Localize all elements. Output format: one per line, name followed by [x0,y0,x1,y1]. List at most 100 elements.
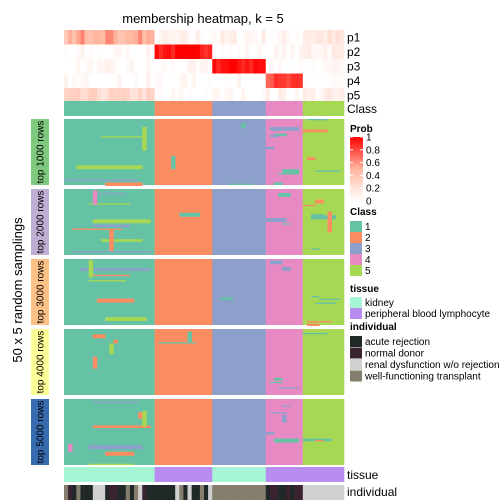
prob-cell [166,88,172,103]
prob-cell [331,59,337,74]
prob-cell [64,44,69,60]
prob-cell [306,44,312,60]
prob-cell [88,30,94,45]
prob-cell [261,88,267,103]
individual-cell [339,485,345,500]
tissue-legend-swatch [350,297,362,308]
prob-cell [150,59,155,74]
membership-band [220,297,234,300]
individual-cell [208,485,213,500]
prob-cell [142,88,147,103]
prob-cell [64,59,69,74]
prob-cell [72,88,77,103]
individual-legend-swatch [350,347,362,359]
prob-cell [216,44,221,60]
membership-band [269,134,279,138]
membership-band [311,295,320,298]
chart-title: membership heatmap, k = 5 [122,11,284,26]
prob-cell [68,30,73,45]
prob-cell [232,59,238,74]
prob-cell [101,73,106,89]
individual-cell [88,485,94,500]
prob-tick-label: 1 [366,133,372,144]
individual-legend-title: individual [350,322,397,333]
prob-cell [236,30,242,45]
prob-cell [80,59,85,74]
prob-cell [294,88,300,103]
prob-cell [306,30,312,45]
prob-cell [117,88,123,103]
prob-cell [335,88,341,103]
prob-cell [294,30,300,45]
prob-cell [162,59,168,74]
membership-band [96,298,135,303]
prob-cell [224,59,230,74]
tissue-segment [265,467,304,482]
individual-cell [274,485,279,500]
prob-cell [80,73,85,89]
prob-cell [319,88,324,103]
individual-cell [121,485,127,500]
membership-band [158,342,197,344]
prob-cell [257,30,263,45]
prob-cell [241,30,246,45]
class-legend-label: 2 [365,233,371,244]
individual-cell [92,485,98,500]
prob-cell [171,44,176,60]
prob-cell [216,88,221,103]
individual-cell [335,485,341,500]
cluster-block [212,119,267,185]
prob-cell [220,73,225,89]
individual-cell [212,485,217,500]
prob-cell [72,30,77,45]
prob-cell [88,44,94,60]
prob-cell [84,59,90,74]
prob-cell [282,73,287,89]
prob-cell [154,73,160,89]
prob-cell [212,73,217,89]
prob-cell [327,30,333,45]
prob-cell [109,59,114,74]
prob-cell [72,73,77,89]
class-legend-swatch [350,243,362,254]
membership-streak [109,343,114,355]
prob-cell [175,88,180,103]
prob-cell [319,44,324,60]
membership-band [282,266,291,271]
prob-cell [232,30,238,45]
prob-cell [315,44,320,60]
membership-band [80,268,151,271]
prob-tick-label: 0 [366,197,372,208]
membership-band [278,387,300,389]
prob-cell [113,88,118,103]
prob-cell [109,30,114,45]
individual-cell [76,485,81,500]
prob-cell [183,73,188,89]
prob-cell [199,44,205,60]
prob-cell [269,88,275,103]
prob-cell [339,73,345,89]
prob-cell [101,88,106,103]
prob-cell [125,44,131,60]
sampling-panel: top 4000 rows [31,329,345,395]
prob-cell [166,73,172,89]
prob-cell [72,44,77,60]
individual-cell [158,485,164,500]
prob-cell [306,88,312,103]
membership-band [302,129,328,133]
individual-cell [117,485,122,500]
class-annotation-bar [64,101,345,116]
prob-cell [142,59,147,74]
prob-cell [134,88,139,103]
y-axis-label: 50 x 5 random samplings [10,217,25,363]
prob-cell [261,59,267,74]
prob-cell [294,73,300,89]
prob-cell [138,59,143,74]
individual-cell [294,485,300,500]
prob-cell [134,30,139,45]
prob-cell [290,73,295,89]
prob-cell [265,44,271,60]
prob-cell [121,59,127,74]
